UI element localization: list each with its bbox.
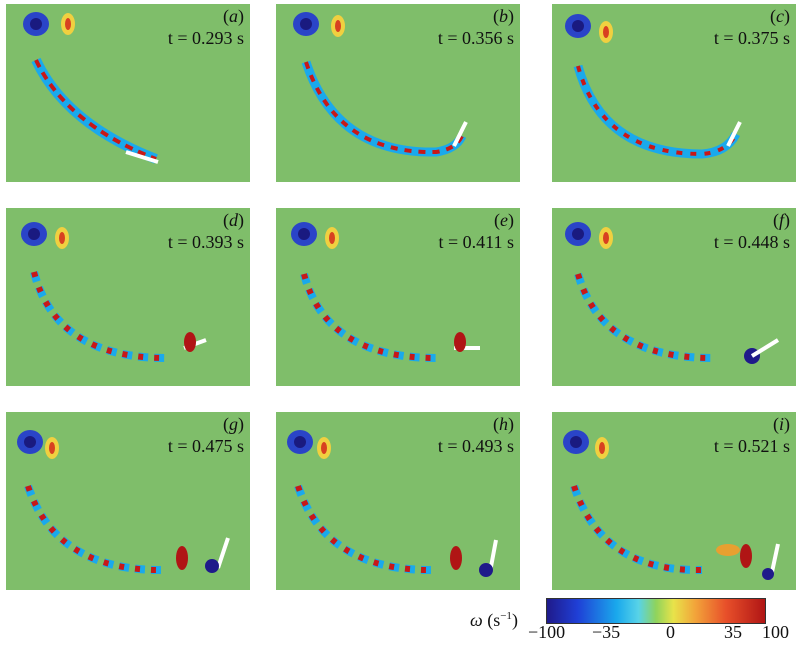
colorbar-ticks: −100 −35 0 35 100 [528,622,798,646]
panel-label: (e) [494,210,514,230]
colorbar: ω (s−1) −100 −35 0 35 100 [470,598,800,648]
panel-label: (c) [770,6,790,26]
colorbar-tick: −35 [592,622,621,642]
panel-time: t = 0.521 s [713,436,790,456]
vorticity-panel-a: (a) t = 0.293 s [6,4,250,182]
colorbar-tick: 35 [724,622,742,642]
panel-time: t = 0.393 s [167,232,244,252]
vorticity-panel-c: (c) t = 0.375 s [552,4,796,182]
panel-label: (a) [223,6,244,26]
vorticity-panel-b: (b) t = 0.356 s [276,4,520,182]
panel-label: (h) [493,414,514,434]
panel-label: (b) [493,6,514,26]
panel-time: t = 0.356 s [437,28,514,48]
vorticity-panel-g: (g) t = 0.475 s [6,412,250,590]
vorticity-panel-h: (h) t = 0.493 s [276,412,520,590]
vorticity-panel-f: (f) t = 0.448 s [552,208,796,386]
vortex-field-c [565,14,742,159]
colorbar-tick: 0 [666,622,675,642]
panel-time: t = 0.493 s [437,436,514,456]
panel-label: (g) [223,414,244,434]
panel-label: (f) [772,210,790,230]
vortex-field-d [21,222,207,362]
colorbar-gradient [546,598,766,624]
vorticity-panel-d: (d) t = 0.393 s [6,208,250,386]
vortex-field-e [291,222,480,362]
panel-label: (d) [223,210,244,230]
vortex-field-f [565,222,780,364]
colorbar-label: ω (s−1) [470,610,518,630]
panel-time: t = 0.293 s [167,28,244,48]
vorticity-panel-e: (e) t = 0.411 s [276,208,520,386]
vortex-field-a [23,12,159,164]
vortex-field-h [287,430,498,577]
colorbar-tick: −100 [528,622,566,642]
panel-label: (i) [772,414,790,434]
panel-time: t = 0.375 s [713,28,790,48]
panel-time: t = 0.411 s [438,232,515,252]
colorbar-tick: 100 [762,622,789,642]
vortex-field-g [17,430,230,575]
vortex-field-b [293,12,468,157]
panel-time: t = 0.448 s [713,232,790,252]
vorticity-panel-i: (i) t = 0.521 s [552,412,796,590]
panel-time: t = 0.475 s [167,436,244,456]
vortex-field-i [563,430,780,580]
